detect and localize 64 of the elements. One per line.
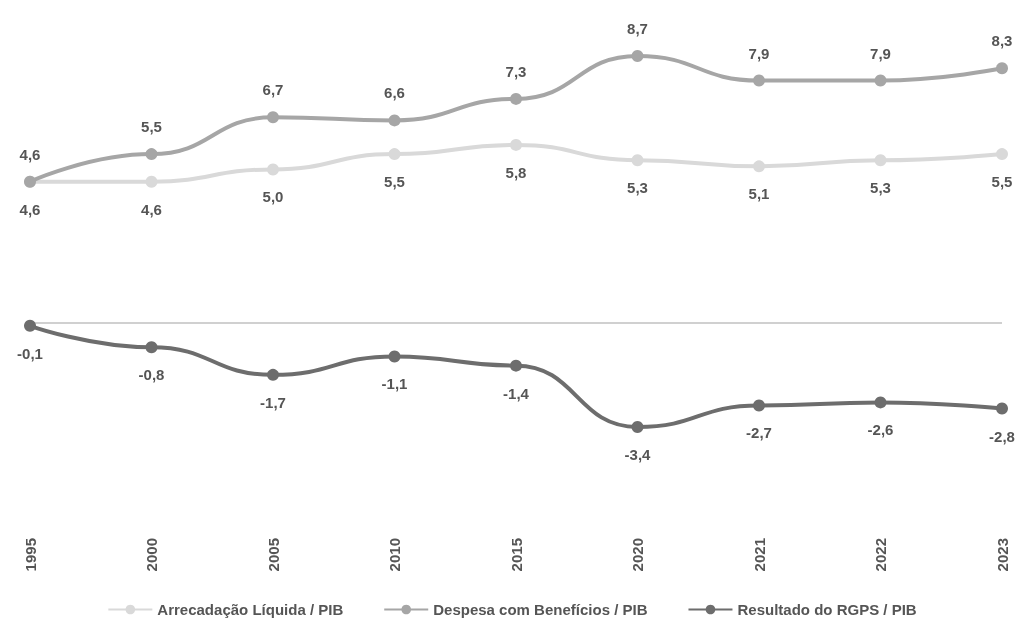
- point: [267, 163, 279, 176]
- data-label: 5,5: [384, 173, 405, 191]
- data-label: 5,5: [991, 173, 1013, 191]
- point: [145, 341, 158, 354]
- data-label: 6,6: [384, 84, 405, 102]
- data-label: 6,7: [262, 81, 284, 99]
- legend-label: Despesa com Benefícios / PIB: [433, 601, 648, 618]
- point: [996, 402, 1008, 415]
- point: [510, 92, 522, 105]
- point: [874, 74, 887, 87]
- data-label: -2,8: [989, 427, 1015, 445]
- data-label: -3,4: [624, 445, 652, 463]
- data-label: 5,5: [141, 118, 162, 136]
- legend-label: Resultado do RGPS / PIB: [737, 601, 917, 618]
- data-label: 7,3: [505, 62, 527, 80]
- point: [996, 148, 1008, 161]
- data-label: -2,7: [746, 424, 772, 442]
- data-label: 4,6: [141, 200, 162, 218]
- x-tick-label: 2023: [993, 538, 1011, 572]
- x-tick-label: 2020: [629, 538, 646, 572]
- data-label: -0,1: [17, 344, 43, 362]
- point: [874, 154, 887, 167]
- x-tick-label: 2022: [872, 538, 889, 572]
- data-label: 4,6: [19, 200, 41, 218]
- data-label: 8,3: [991, 32, 1013, 50]
- data-label: -1,7: [260, 393, 286, 411]
- point: [388, 114, 401, 127]
- point: [510, 138, 522, 151]
- point: [388, 148, 401, 161]
- data-label: 5,3: [627, 179, 648, 197]
- point: [753, 399, 765, 412]
- data-label: 5,3: [870, 179, 891, 197]
- point: [267, 368, 279, 381]
- data-label: 5,1: [748, 185, 770, 203]
- point: [753, 74, 765, 87]
- data-label: 4,6: [19, 145, 41, 163]
- point: [753, 160, 765, 173]
- x-tick-label: 2015: [507, 538, 525, 572]
- data-label: -0,8: [138, 366, 165, 384]
- x-tick-label: 2000: [143, 538, 160, 572]
- x-tick-label: 2021: [750, 538, 768, 572]
- point: [874, 396, 887, 409]
- data-label: 8,7: [627, 20, 648, 37]
- point: [145, 175, 158, 188]
- point: [510, 359, 522, 372]
- point: [996, 62, 1008, 75]
- x-tick-label: 1995: [21, 538, 39, 572]
- point: [145, 148, 158, 161]
- data-label: 5,8: [505, 163, 527, 181]
- point: [267, 111, 279, 124]
- x-tick-label: 2010: [386, 538, 403, 572]
- point: [388, 350, 401, 363]
- point: [24, 319, 36, 332]
- point: [631, 154, 644, 167]
- data-label: 5,0: [262, 188, 284, 206]
- data-label: 7,9: [748, 44, 770, 62]
- point: [631, 50, 644, 62]
- data-label: 7,9: [870, 44, 891, 62]
- data-label: -1,1: [381, 375, 408, 393]
- data-label: -2,6: [867, 421, 894, 439]
- legend-label: Arrecadação Líquida / PIB: [157, 601, 344, 618]
- point: [631, 420, 644, 433]
- data-label: -1,4: [503, 384, 530, 402]
- x-tick-label: 2005: [264, 538, 282, 572]
